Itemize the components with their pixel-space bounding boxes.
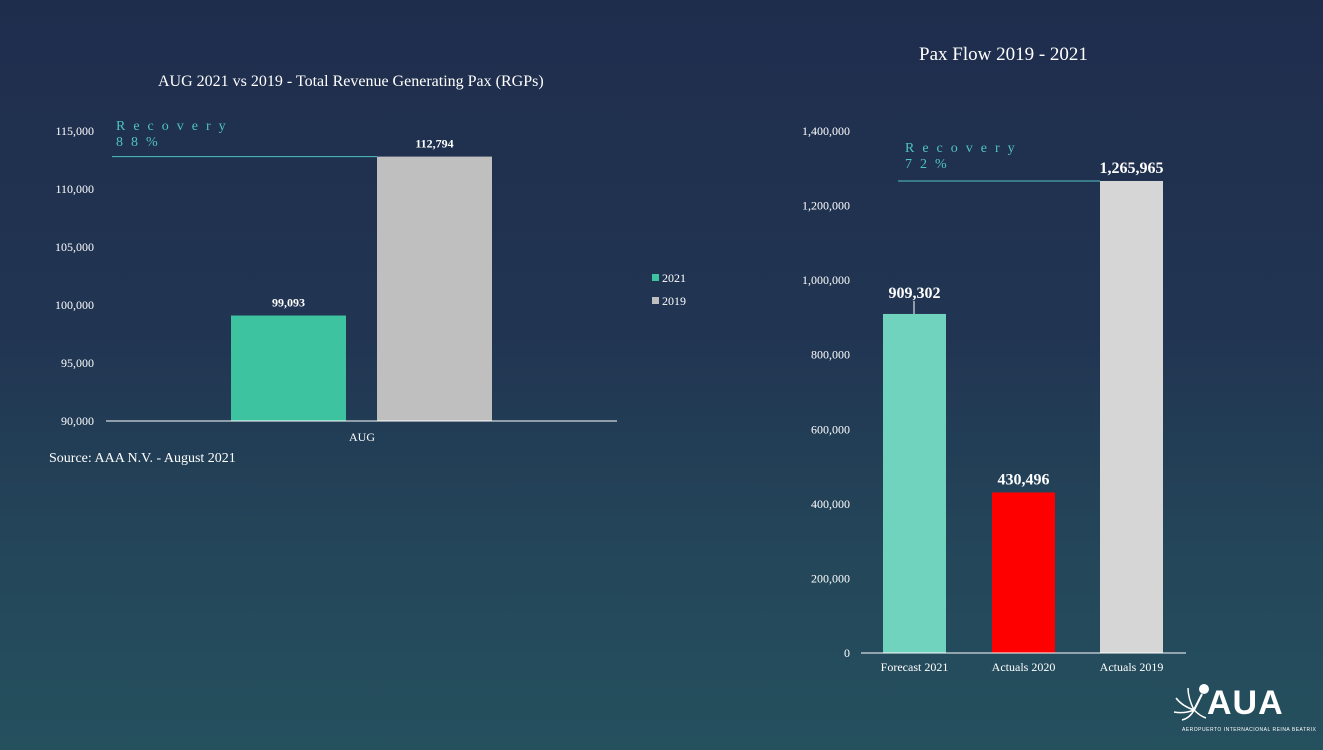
chart2-bar-3: [1100, 180, 1163, 654]
chart1-y-tick-label: 95,000: [61, 356, 94, 370]
chart2-y-tick-label: 1,000,000: [802, 273, 850, 287]
chart2-bar-1: [883, 313, 946, 653]
chart2-y-tick-label: 800,000: [811, 348, 850, 362]
chart2-bar-2: [992, 492, 1055, 653]
chart1-bar-2019: [377, 156, 492, 421]
chart2-x-tick-label: Actuals 2020: [992, 660, 1056, 674]
chart1-title: AUG 2021 vs 2019 - Total Revenue Generat…: [158, 73, 544, 90]
chart2-x-tick-label: Actuals 2019: [1100, 660, 1164, 674]
chart2-y-tick-label: 1,400,000: [802, 124, 850, 138]
chart1-y-tick-label: 115,000: [55, 124, 94, 138]
chart2-y-tick-label: 400,000: [811, 497, 850, 511]
logo-text: AUA: [1207, 684, 1284, 722]
legend-label: 2021: [662, 271, 686, 285]
chart2-recovery-value: 72%: [905, 157, 955, 172]
chart1-legend-item-2021: 2021: [652, 271, 686, 286]
chart2-data-label: 1,265,965: [1100, 160, 1164, 177]
chart1-data-label: 112,794: [415, 137, 453, 151]
chart1-x-tick-label: AUG: [349, 430, 375, 444]
chart1-legend-item-2019: 2019: [652, 294, 686, 309]
chart2-y-tick-label: 1,200,000: [802, 199, 850, 213]
chart2-x-tick-label: Forecast 2021: [881, 660, 949, 674]
chart1-bar-2021: [231, 315, 346, 421]
chart2-y-tick-label: 200,000: [811, 571, 850, 585]
chart1-y-tick-label: 105,000: [55, 240, 94, 254]
chart1-recovery-annotation: Recovery 88%: [116, 119, 234, 151]
chart1-y-tick-label: 100,000: [55, 298, 94, 312]
aua-flower-logo-icon: [1173, 684, 1209, 721]
chart2-title: Pax Flow 2019 - 2021: [919, 44, 1088, 65]
chart2-y-tick-label: 600,000: [811, 422, 850, 436]
legend-swatch: [652, 274, 659, 281]
chart2-data-label: 430,496: [998, 471, 1050, 488]
chart1-y-tick-label: 90,000: [61, 414, 94, 428]
logo-subtitle: AEROPUERTO INTERNACIONAL REINA BEATRIX: [1182, 727, 1317, 733]
legend-label: 2019: [662, 294, 686, 308]
chart2-y-tick-label: 0: [844, 646, 850, 660]
chart1-data-label: 99,093: [272, 296, 305, 310]
chart2-recovery-label: Recovery: [905, 141, 1023, 156]
chart1-y-tick-label: 110,000: [55, 182, 94, 196]
chart1-recovery-value: 88%: [116, 135, 166, 150]
chart1-recovery-label: Recovery: [116, 119, 234, 134]
chart1-source-note: Source: AAA N.V. - August 2021: [49, 451, 236, 466]
chart2-recovery-annotation: Recovery 72%: [905, 141, 1023, 173]
legend-swatch: [652, 297, 659, 304]
chart2-data-label: 909,302: [889, 285, 941, 302]
